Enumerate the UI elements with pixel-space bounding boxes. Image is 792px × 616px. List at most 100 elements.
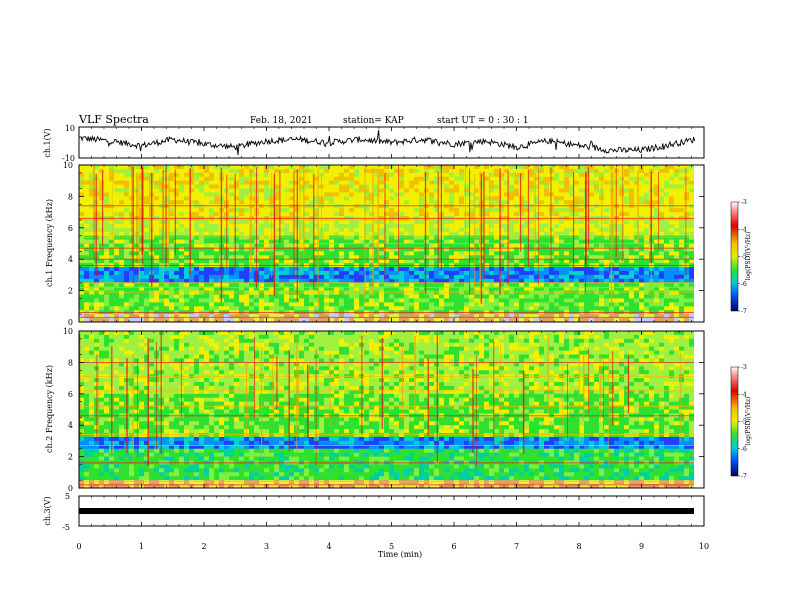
spectrogram-cell: [204, 204, 209, 208]
spectrogram-cell: [239, 251, 244, 255]
spectrogram-cell: [194, 181, 199, 185]
spectrogram-cell: [339, 298, 344, 302]
spectrogram-cell: [304, 302, 309, 306]
spectrogram-cell: [604, 298, 609, 302]
spectrogram-cell: [444, 196, 449, 200]
spectrogram-cell: [244, 192, 249, 196]
spectrogram-cell: [679, 298, 684, 302]
spectrogram-cell: [359, 306, 364, 310]
spectrogram-cell: [529, 212, 534, 216]
spectrogram-cell: [289, 169, 294, 173]
spectrogram-cell: [294, 200, 299, 204]
spectrogram-cell: [194, 173, 199, 177]
spectrogram-cell: [249, 302, 254, 306]
spectrogram-cell: [484, 181, 489, 185]
spectrogram-cell: [399, 228, 404, 232]
spectrogram-cell: [644, 259, 649, 263]
spectrogram-cell: [124, 196, 129, 200]
spectrogram-cell: [114, 220, 119, 224]
spectrogram-cell: [414, 232, 419, 236]
spectrogram-cell: [629, 196, 634, 200]
spectrogram-cell: [559, 224, 564, 228]
spectrogram-cell: [504, 298, 509, 302]
spectrogram-cell: [209, 232, 214, 236]
spectrogram-cell: [264, 295, 269, 299]
spectrogram-cell: [459, 291, 464, 295]
spectrogram-cell: [84, 189, 89, 193]
spectrogram-cell: [689, 298, 694, 302]
spectrogram-cell: [84, 271, 89, 275]
spectrogram-cell: [619, 220, 624, 224]
spectrogram-cell: [99, 224, 104, 228]
spectrogram-cell: [539, 185, 544, 189]
spectrogram-cell: [669, 267, 674, 271]
spectrogram-cell: [484, 236, 489, 240]
spectrogram-cell: [229, 165, 234, 169]
spectrogram-cell: [659, 275, 664, 279]
spectrogram-cell: [539, 251, 544, 255]
spectrogram-cell: [519, 212, 524, 216]
spectrogram-cell: [549, 204, 554, 208]
spectrogram-cell: [374, 271, 379, 275]
spectrogram-cell: [114, 189, 119, 193]
spectrogram-cell: [259, 228, 264, 232]
spectrogram-cell: [339, 291, 344, 295]
spectrogram-cell: [409, 275, 414, 279]
spectrogram-cell: [419, 259, 424, 263]
spectrogram-cell: [109, 177, 114, 181]
spectrogram-cell: [249, 228, 254, 232]
spectrogram-cell: [94, 283, 99, 287]
spectrogram-cell: [449, 267, 454, 271]
spectrogram-cell: [204, 165, 209, 169]
spectrogram-cell: [89, 302, 94, 306]
spectrogram-cell: [629, 236, 634, 240]
spectrogram-cell: [674, 291, 679, 295]
spectrogram-cell: [659, 208, 664, 212]
spectrogram-cell: [554, 165, 559, 169]
spectrogram-cell: [624, 173, 629, 177]
spectrogram-cell: [104, 196, 109, 200]
spectrogram-cell: [574, 165, 579, 169]
spectrogram-cell: [214, 204, 219, 208]
spectrogram-cell: [654, 302, 659, 306]
spectrogram-cell: [114, 169, 119, 173]
spectrogram-cell: [614, 306, 619, 310]
spectrogram-cell: [689, 212, 694, 216]
spectrogram-cell: [214, 196, 219, 200]
spectrogram-cell: [659, 259, 664, 263]
spectrogram-cell: [284, 192, 289, 196]
spectrogram-cell: [399, 220, 404, 224]
spectrogram-cell: [404, 165, 409, 169]
spectrogram-cell: [624, 208, 629, 212]
spectrogram-cell: [89, 177, 94, 181]
spectrogram-cell: [594, 165, 599, 169]
spectrogram-cell: [244, 169, 249, 173]
spectrogram-cell: [389, 173, 394, 177]
spectrogram-cell: [99, 196, 104, 200]
spectrogram-cell: [564, 298, 569, 302]
spectrogram-cell: [494, 169, 499, 173]
spectrogram-cell: [669, 236, 674, 240]
spectrogram-cell: [259, 165, 264, 169]
spectrogram-cell: [509, 192, 514, 196]
spectrogram-cell: [529, 271, 534, 275]
spectrogram-cell: [459, 165, 464, 169]
spectrogram-cell: [334, 181, 339, 185]
spectrogram-cell: [549, 259, 554, 263]
spectrogram-cell: [194, 259, 199, 263]
spectrogram-cell: [319, 306, 324, 310]
spectrogram-cell: [209, 185, 214, 189]
spectrogram-cell: [84, 192, 89, 196]
spectrogram-cell: [144, 165, 149, 169]
spectrogram-cell: [389, 295, 394, 299]
spectrogram-cell: [344, 185, 349, 189]
spectrogram-cell: [424, 271, 429, 275]
spectrogram-cell: [154, 306, 159, 310]
spectrogram-cell: [689, 181, 694, 185]
spectrogram-cell: [419, 271, 424, 275]
spectrogram-cell: [689, 220, 694, 224]
spectrogram-cell: [604, 212, 609, 216]
spectrogram-cell: [89, 212, 94, 216]
spectrogram-cell: [444, 224, 449, 228]
spectrogram-cell: [334, 236, 339, 240]
